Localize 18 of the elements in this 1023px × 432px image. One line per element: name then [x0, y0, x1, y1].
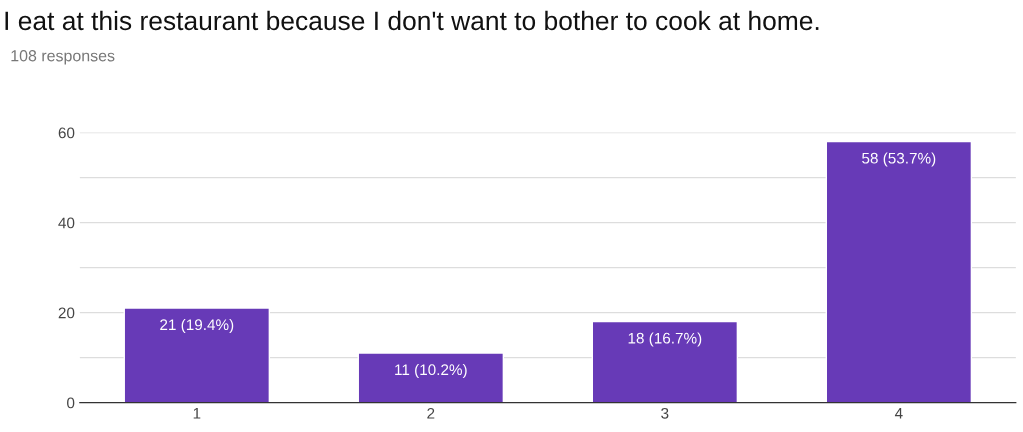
- chart-subtitle: 108 responses: [11, 50, 115, 65]
- y-tick-label: 60: [58, 127, 75, 139]
- bar: [591, 320, 739, 403]
- x-tick-label: 2: [427, 407, 435, 419]
- bar: [825, 140, 973, 403]
- bar: [123, 307, 271, 403]
- y-tick-label: 0: [67, 397, 75, 409]
- chart-title: I eat at this restaurant because I don't want to bother to cook at home.: [5, 10, 819, 31]
- data-label: 58 (53.7%): [862, 152, 936, 167]
- x-tick-label: 1: [193, 408, 201, 419]
- bar: [357, 352, 505, 403]
- data-label: 18 (16.7%): [628, 332, 702, 347]
- data-label: 11 (10.2%): [395, 363, 467, 379]
- y-tick-label: 40: [58, 217, 75, 229]
- data-label: 21 (19.4%): [160, 318, 234, 334]
- x-tick-label: 3: [661, 407, 669, 419]
- y-tick-label: 20: [58, 307, 75, 319]
- x-tick-label: 4: [894, 408, 903, 419]
